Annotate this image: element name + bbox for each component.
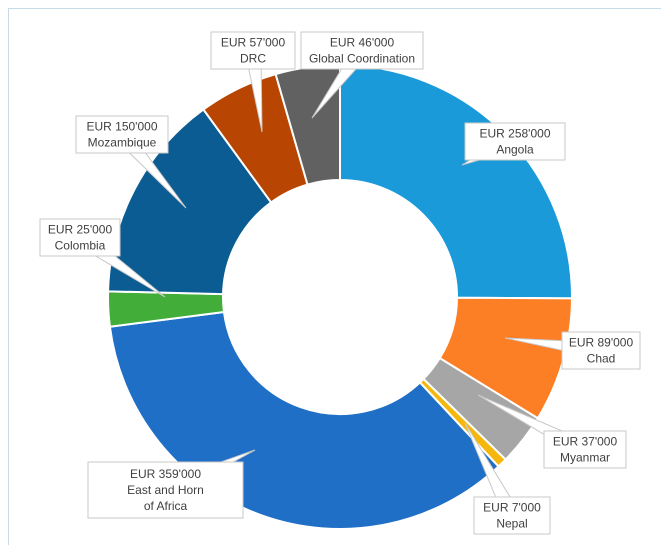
callout-mozambique: EUR 150'000 Mozambique [75, 115, 187, 209]
callout-value: EUR 359'000 [130, 467, 201, 481]
callout-value: EUR 7'000 [483, 501, 541, 515]
callout-name: Chad [587, 352, 616, 366]
donut-labels: EUR 258'000 Angola EUR 89'000 Chad EUR 37'00… [39, 31, 641, 535]
callout-name: East and Horn [127, 483, 204, 497]
callout-angola: EUR 258'000 Angola [461, 122, 566, 166]
callout-value: EUR 258'000 [479, 127, 550, 141]
callout-myanmar: EUR 37'000 Myanmar [477, 394, 627, 469]
callout-global-coordination: EUR 46'000 Global Coordination [300, 31, 424, 119]
callout-value: EUR 37'000 [553, 435, 618, 449]
callout-drc: EUR 57'000 DRC [210, 31, 296, 133]
callout-value: EUR 46'000 [330, 36, 395, 50]
callout-name: of Africa [144, 499, 188, 513]
callout-colombia: EUR 25'000 Colombia [39, 218, 166, 298]
callout-name: Global Coordination [309, 52, 415, 66]
chart-frame [8, 8, 661, 545]
callout-value: EUR 57'000 [221, 36, 286, 50]
callout-value: EUR 89'000 [569, 336, 634, 350]
callout-chad: EUR 89'000 Chad [504, 331, 641, 370]
callout-east-and-horn-of-africa: EUR 359'000 East and Horn of Africa [87, 449, 256, 519]
callout-name: Colombia [55, 239, 106, 253]
callout-name: Mozambique [88, 136, 157, 150]
slice-angola [339, 63, 573, 300]
callout-name: Nepal [496, 517, 527, 531]
callout-value: EUR 150'000 [86, 120, 157, 134]
callout-name: Angola [496, 143, 534, 157]
callout-nepal: EUR 7'000 Nepal [464, 422, 551, 535]
callout-name: Myanmar [560, 451, 610, 465]
callout-value: EUR 25'000 [48, 223, 113, 237]
callout-name: DRC [240, 52, 266, 66]
